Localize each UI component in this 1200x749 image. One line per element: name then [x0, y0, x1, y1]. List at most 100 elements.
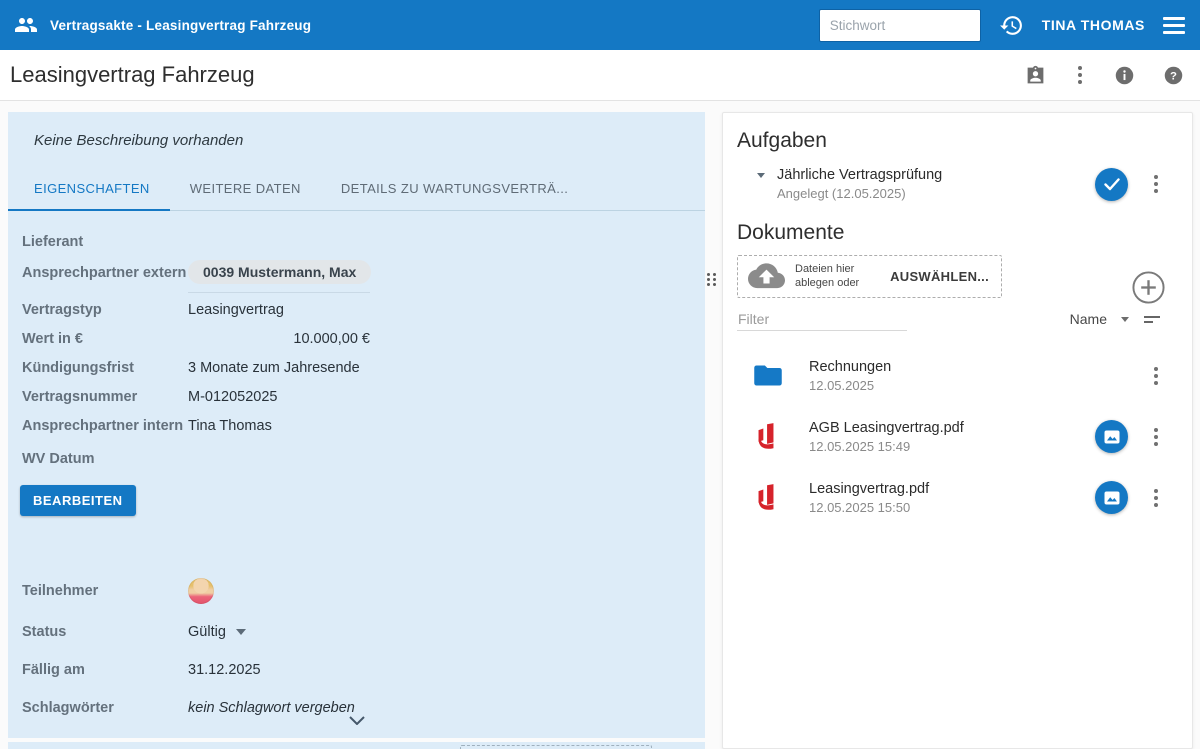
field-wv-datum: WV Datum	[8, 444, 705, 473]
field-wert: Wert in € 10.000,00 €	[8, 324, 705, 353]
complete-task-button[interactable]	[1095, 167, 1128, 201]
user-menu[interactable]: TINA THOMAS	[1041, 17, 1145, 33]
next-section-strip	[8, 742, 705, 749]
sort-caret-icon	[1121, 316, 1129, 322]
meta-field-list: Teilnehmer Status Gültig Fällig am 31.12…	[8, 576, 705, 722]
dropzone-label: Dateien hier ablegen oder	[795, 262, 860, 289]
tab-details-wartungsvertrag[interactable]: DETAILS ZU WARTUNGSVERTRÄ...	[340, 181, 569, 196]
cloud-upload-icon	[748, 263, 785, 290]
pdf-file-icon	[753, 482, 789, 514]
edit-button[interactable]: BEARBEITEN	[20, 485, 136, 516]
field-value: 3 Monate zum Jahresende	[188, 359, 360, 376]
document-kebab-icon[interactable]	[1150, 485, 1162, 511]
tab-eigenschaften[interactable]: EIGENSCHAFTEN	[8, 181, 170, 211]
folder-icon	[753, 363, 789, 388]
document-kebab-icon[interactable]	[1150, 424, 1162, 450]
field-label: Kündigungsfrist	[22, 359, 134, 376]
page-header: Leasingvertrag Fahrzeug ?	[0, 50, 1200, 101]
document-kebab-icon[interactable]	[1150, 363, 1162, 389]
svg-text:?: ?	[1170, 70, 1177, 82]
field-kuendigungsfrist: Kündigungsfrist 3 Monate zum Jahresende	[8, 353, 705, 382]
main-area: Keine Beschreibung vorhanden EIGENSCHAFT…	[0, 101, 1200, 749]
task-kebab-icon[interactable]	[1150, 171, 1162, 197]
field-value: Tina Thomas	[188, 417, 272, 434]
status-dropdown[interactable]: Gültig	[188, 624, 246, 640]
field-list: Lieferant Ansprechpartner extern 0039 Mu…	[8, 211, 705, 473]
field-vertragstyp: Vertragstyp Leasingvertrag	[8, 295, 705, 324]
due-date-value: 31.12.2025	[188, 661, 261, 678]
field-value: Leasingvertrag	[188, 301, 284, 318]
field-label: Ansprechpartner intern	[22, 417, 184, 434]
contact-chip[interactable]: 0039 Mustermann, Max	[188, 260, 372, 284]
field-label: Schlagwörter	[22, 699, 114, 716]
participant-avatar[interactable]	[188, 577, 214, 604]
field-ansprechpartner-extern: Ansprechpartner extern 0039 Mustermann, …	[8, 260, 705, 293]
expand-chevron-icon[interactable]	[348, 712, 365, 730]
document-name: Leasingvertrag.pdf	[809, 480, 930, 497]
topbar: Vertragsakte - Leasingvertrag Fahrzeug T…	[0, 0, 1200, 50]
task-title: Jährliche Vertragsprüfung	[777, 167, 943, 183]
history-icon[interactable]	[999, 13, 1024, 38]
group-icon	[14, 13, 38, 37]
topbar-right: TINA THOMAS	[818, 8, 1185, 42]
field-label: Teilnehmer	[22, 582, 99, 599]
field-schlagwoerter: Schlagwörter kein Schlagwort vergeben	[8, 693, 705, 722]
page-header-actions: ?	[1025, 62, 1184, 88]
status-value: Gültig	[188, 623, 226, 640]
tasks-heading: Aufgaben	[737, 129, 827, 152]
info-icon[interactable]	[1114, 65, 1135, 86]
file-dropzone[interactable]: Dateien hier ablegen oder AUSWÄHLEN...	[737, 255, 1002, 298]
field-value: 10.000,00 €	[293, 330, 370, 347]
tab-weitere-daten[interactable]: WEITERE DATEN	[189, 181, 301, 196]
document-list: Rechnungen 12.05.2025	[723, 345, 1192, 528]
field-lieferant: Lieferant	[8, 227, 705, 256]
side-card: Aufgaben Jährliche Vertragsprüfung Angel…	[722, 112, 1193, 749]
document-date: 12.05.2025	[809, 377, 875, 393]
field-label: WV Datum	[22, 450, 95, 467]
field-label: Vertragsnummer	[22, 388, 138, 405]
field-label: Ansprechpartner extern	[22, 265, 187, 281]
documents-toolbar: Name	[737, 308, 1162, 331]
document-date: 12.05.2025 15:49	[809, 438, 911, 454]
sort-label: Name	[1069, 311, 1107, 327]
search-input[interactable]	[818, 8, 981, 42]
field-vertragsnummer: Vertragsnummer M-012052025	[8, 382, 705, 411]
menu-icon[interactable]	[1163, 14, 1185, 37]
help-icon[interactable]: ?	[1163, 65, 1184, 86]
preview-button[interactable]	[1095, 481, 1128, 514]
document-row-pdf[interactable]: Leasingvertrag.pdf 12.05.2025 15:50	[723, 467, 1192, 528]
choose-file-button[interactable]: AUSWÄHLEN...	[890, 269, 989, 284]
field-label: Lieferant	[22, 233, 84, 250]
contact-badge-icon[interactable]	[1025, 65, 1046, 86]
field-ansprechpartner-intern: Ansprechpartner intern Tina Thomas	[8, 411, 705, 440]
dropzone-peek	[460, 745, 652, 749]
topbar-left: Vertragsakte - Leasingvertrag Fahrzeug	[14, 13, 311, 37]
task-row[interactable]: Jährliche Vertragsprüfung Angelegt (12.0…	[753, 167, 1162, 201]
document-row-folder[interactable]: Rechnungen 12.05.2025	[723, 345, 1192, 406]
field-label: Fällig am	[22, 661, 85, 678]
properties-panel: Keine Beschreibung vorhanden EIGENSCHAFT…	[8, 112, 705, 738]
description-text: Keine Beschreibung vorhanden	[34, 132, 244, 149]
field-label: Wert in €	[22, 330, 83, 347]
field-value: M-012052025	[188, 388, 278, 405]
filter-input[interactable]	[737, 308, 907, 331]
field-label: Vertragstyp	[22, 301, 102, 318]
task-status: Angelegt (12.05.2025)	[777, 186, 906, 201]
add-document-button[interactable]	[1131, 270, 1166, 305]
tab-bar: EIGENSCHAFTEN WEITERE DATEN DETAILS ZU W…	[8, 181, 705, 211]
field-status: Status Gültig	[8, 617, 705, 646]
field-faellig-am: Fällig am 31.12.2025	[8, 655, 705, 684]
sort-order-icon[interactable]	[1143, 313, 1162, 326]
sort-dropdown[interactable]: Name	[1070, 311, 1162, 331]
field-label: Status	[22, 623, 67, 640]
panel-splitter-handle[interactable]	[707, 273, 716, 286]
document-row-pdf[interactable]: AGB Leasingvertrag.pdf 12.05.2025 15:49	[723, 406, 1192, 467]
kebab-icon[interactable]	[1074, 62, 1086, 88]
documents-heading: Dokumente	[737, 221, 845, 244]
chevron-down-icon	[235, 628, 246, 635]
pdf-file-icon	[753, 421, 789, 453]
document-name: Rechnungen	[809, 358, 892, 375]
preview-button[interactable]	[1095, 420, 1128, 453]
field-teilnehmer: Teilnehmer	[8, 576, 705, 605]
